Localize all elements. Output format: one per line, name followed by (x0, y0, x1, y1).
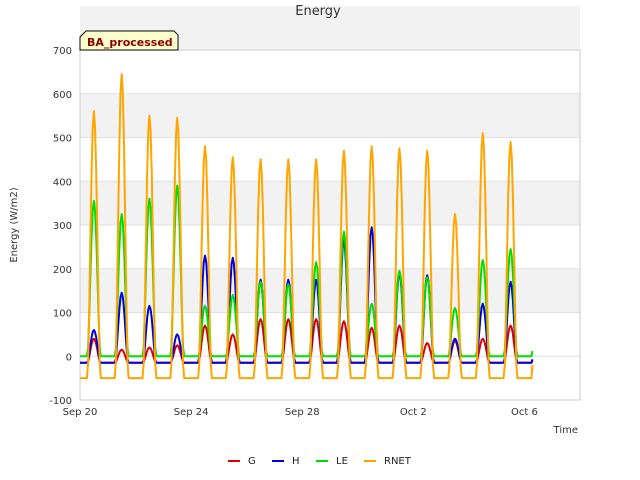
x-axis-title: Time (553, 425, 578, 436)
processed-badge: BA_processed (79, 30, 179, 51)
badge-label: BA_processed (87, 36, 173, 49)
y-tick-label: 0 (66, 352, 72, 363)
plot-band (80, 268, 580, 313)
badge-box (79, 30, 179, 51)
plot-band (80, 181, 580, 225)
y-tick-labels: -100 0 100 200 300 400 500 600 700 (49, 46, 72, 407)
y-tick-label: 100 (53, 309, 72, 320)
x-tick-label: Oct 2 (400, 407, 427, 418)
legend: G H LE RNET (228, 456, 412, 467)
x-tick-label: Sep 24 (174, 407, 209, 418)
y-axis-title: Energy (W/m2) (9, 187, 20, 262)
x-tick-label: Sep 20 (63, 407, 98, 418)
y-tick-label: 200 (53, 265, 72, 276)
y-tick-label: 300 (53, 221, 72, 232)
x-tick-label: Oct 6 (511, 407, 538, 418)
plot-band (80, 93, 580, 138)
series-layer (80, 73, 534, 380)
plot-frame (79, 49, 581, 401)
y-tick-label: 500 (53, 134, 72, 145)
chart-title: Energy (295, 4, 341, 19)
legend-label-h: H (292, 456, 300, 467)
legend-label-le: LE (336, 456, 348, 467)
x-tick-label: Sep 28 (285, 407, 320, 418)
y-tick-label: 600 (53, 90, 72, 101)
y-tick-label: 400 (53, 177, 72, 188)
x-tick-labels: Sep 20 Sep 24 Sep 28 Oct 2 Oct 6 (63, 407, 538, 418)
series-line-rnet (80, 73, 534, 380)
y-tick-label: -100 (49, 396, 72, 407)
y-tick-label: 700 (53, 46, 72, 57)
legend-label-g: G (248, 456, 256, 467)
legend-label-rnet: RNET (384, 456, 412, 467)
